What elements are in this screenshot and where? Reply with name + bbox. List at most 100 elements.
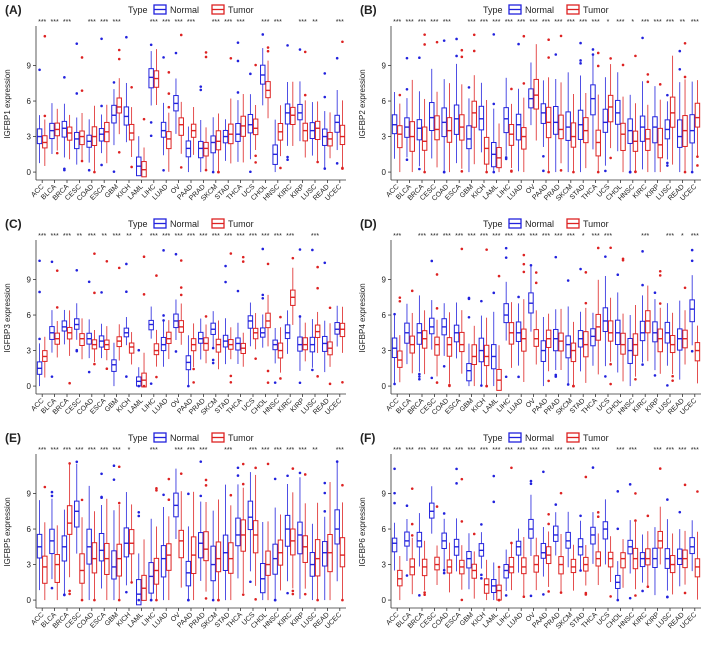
significance-label: * — [607, 19, 610, 26]
box-normal — [478, 82, 485, 153]
box-tumor — [327, 306, 333, 386]
outlier-point — [43, 34, 47, 38]
outlier-point — [696, 490, 699, 493]
box-body — [429, 317, 435, 335]
significance-label: *** — [100, 447, 108, 454]
box-normal — [553, 503, 559, 556]
box-body — [540, 542, 547, 559]
box-normal — [528, 263, 534, 332]
significance-label: *** — [299, 447, 307, 454]
box-body — [607, 320, 614, 342]
outlier-point — [179, 33, 183, 37]
y-tick-label: 9 — [382, 62, 387, 71]
box-body — [302, 122, 308, 142]
box-body — [558, 332, 564, 352]
box-body — [314, 539, 321, 577]
box-body — [128, 529, 135, 555]
box-tumor — [66, 310, 73, 385]
outlier-point — [142, 255, 146, 258]
box-body — [553, 105, 559, 135]
box-normal — [297, 471, 303, 599]
outlier-point — [55, 151, 59, 155]
box-body — [508, 556, 515, 574]
outlier-point — [504, 375, 508, 379]
outlier-point — [112, 478, 116, 481]
box-tumor — [421, 33, 428, 174]
outlier-point — [683, 42, 687, 45]
significance-label: *** — [530, 19, 538, 26]
outlier-point — [162, 168, 165, 172]
outlier-point — [236, 91, 240, 94]
y-tick-label: 3 — [27, 347, 32, 356]
outlier-point — [510, 87, 513, 91]
box-normal — [429, 486, 435, 534]
box-body — [210, 135, 216, 154]
box-tumor — [595, 511, 601, 586]
box-body — [515, 113, 522, 141]
outlier-point — [628, 596, 632, 600]
box-tumor — [277, 105, 284, 170]
outlier-point — [418, 594, 421, 597]
legend: Type Normal Tumor — [483, 218, 609, 229]
outlier-point — [68, 592, 71, 596]
outlier-point — [492, 170, 496, 174]
box-body — [620, 332, 626, 355]
outlier-point — [492, 474, 496, 478]
box-normal — [664, 498, 671, 599]
outlier-point — [112, 170, 116, 173]
y-tick-label: 0 — [382, 382, 387, 391]
significance-label: *** — [542, 19, 550, 26]
outlier-point — [405, 158, 409, 162]
box-tumor — [421, 310, 428, 375]
outlier-point — [298, 48, 302, 51]
outlier-point — [249, 170, 252, 174]
box-body — [602, 307, 609, 333]
box-body — [210, 545, 216, 582]
outlier-point — [393, 382, 396, 386]
outlier-point — [217, 170, 220, 174]
box-normal — [198, 318, 204, 360]
significance-label: *** — [199, 233, 207, 240]
significance-label: *** — [567, 233, 575, 240]
significance-label: *** — [480, 447, 488, 454]
box-body — [198, 331, 204, 344]
y-tick-label: 6 — [27, 525, 32, 534]
outlier-point — [75, 460, 79, 464]
box-normal — [627, 315, 633, 387]
outlier-point — [261, 293, 265, 297]
box-normal — [260, 247, 266, 348]
outlier-point — [286, 155, 289, 159]
outlier-point — [328, 306, 332, 310]
significance-label: *** — [175, 447, 183, 454]
outlier-point — [311, 368, 314, 372]
significance-label: *** — [517, 233, 525, 240]
box-body — [496, 584, 502, 601]
outlier-point — [117, 150, 121, 154]
box-tumor — [645, 514, 651, 589]
box-tumor — [116, 465, 122, 602]
outlier-point — [504, 256, 508, 259]
box-body — [334, 114, 340, 133]
outlier-point — [155, 487, 158, 490]
box-body — [694, 342, 701, 362]
box-tumor — [153, 274, 160, 379]
box-tumor — [178, 472, 184, 588]
box-normal — [297, 248, 303, 385]
outlier-point — [167, 477, 171, 481]
outlier-point — [204, 484, 208, 487]
outlier-point — [117, 501, 121, 505]
box-tumor — [397, 296, 403, 383]
significance-label: * — [140, 233, 143, 240]
outlier-point — [286, 591, 289, 595]
outlier-point — [559, 591, 563, 594]
outlier-point — [467, 297, 471, 301]
outlier-point — [149, 382, 153, 385]
box-normal — [491, 474, 497, 601]
box-normal — [272, 327, 278, 384]
outlier-point — [609, 382, 612, 386]
outlier-point — [249, 72, 252, 76]
outlier-point — [179, 472, 183, 475]
outlier-point — [467, 86, 471, 89]
